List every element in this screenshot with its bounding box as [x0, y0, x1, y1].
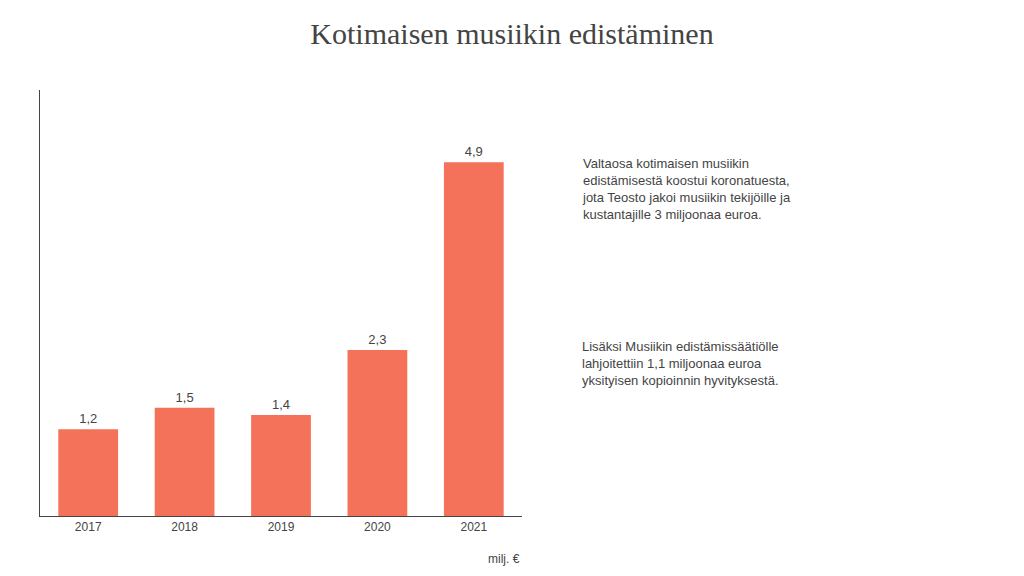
svg-text:1,4: 1,4	[272, 397, 290, 412]
svg-text:2019: 2019	[268, 520, 295, 534]
svg-text:2021: 2021	[460, 520, 487, 534]
svg-text:2017: 2017	[75, 520, 102, 534]
svg-text:2,3: 2,3	[368, 332, 386, 347]
svg-text:1,2: 1,2	[79, 411, 97, 426]
svg-text:milj. €: milj. €	[488, 552, 520, 566]
svg-text:Kotimaisen musiikin edistämine: Kotimaisen musiikin edistäminen	[310, 17, 713, 50]
svg-text:Lisäksi Musiikin edistämissäät: Lisäksi Musiikin edistämissäätiöllelahjo…	[582, 339, 779, 388]
svg-text:Valtaosa kotimaisen musiikined: Valtaosa kotimaisen musiikinedistämisest…	[582, 156, 791, 222]
svg-text:4,9: 4,9	[465, 144, 483, 159]
svg-text:1,5: 1,5	[176, 390, 194, 405]
svg-text:2018: 2018	[171, 520, 198, 534]
svg-text:2020: 2020	[364, 520, 391, 534]
